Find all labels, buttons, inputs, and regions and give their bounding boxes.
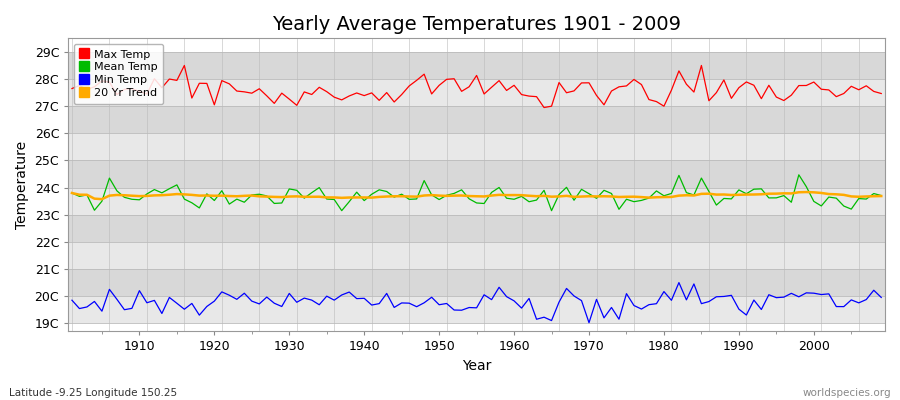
- Bar: [68, 79, 885, 106]
- Bar: [68, 52, 885, 79]
- Bar: [68, 269, 885, 296]
- Bar: [68, 215, 885, 242]
- X-axis label: Year: Year: [462, 359, 491, 373]
- Bar: [68, 133, 885, 160]
- Legend: Max Temp, Mean Temp, Min Temp, 20 Yr Trend: Max Temp, Mean Temp, Min Temp, 20 Yr Tre…: [74, 44, 163, 104]
- Title: Yearly Average Temperatures 1901 - 2009: Yearly Average Temperatures 1901 - 2009: [272, 15, 681, 34]
- Bar: [68, 296, 885, 323]
- Bar: [68, 106, 885, 133]
- Text: Latitude -9.25 Longitude 150.25: Latitude -9.25 Longitude 150.25: [9, 388, 177, 398]
- Y-axis label: Temperature: Temperature: [15, 141, 29, 229]
- Bar: [68, 188, 885, 215]
- Text: worldspecies.org: worldspecies.org: [803, 388, 891, 398]
- Bar: [68, 242, 885, 269]
- Bar: [68, 160, 885, 188]
